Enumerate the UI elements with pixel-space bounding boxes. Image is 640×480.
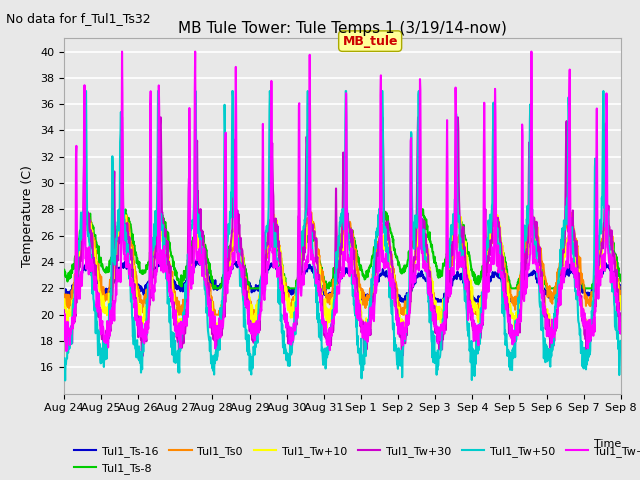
Tul1_Tw+50 bbox=[61, 378, 69, 384]
Tul1_Ts-16 bbox=[502, 288, 510, 293]
Tul1_Ts0 bbox=[502, 279, 509, 285]
Tul1_Ts0 bbox=[246, 299, 254, 304]
Tul1_Ts-8 bbox=[122, 206, 129, 212]
Tul1_Tw+100 bbox=[185, 272, 193, 277]
Text: Time: Time bbox=[593, 439, 621, 449]
Line: Tul1_Tw+30: Tul1_Tw+30 bbox=[64, 117, 621, 356]
Tul1_Tw+30 bbox=[247, 325, 255, 331]
Tul1_Tw+30 bbox=[102, 353, 110, 359]
Tul1_Tw+100 bbox=[63, 348, 70, 354]
Tul1_Tw+50 bbox=[82, 88, 90, 94]
Tul1_Tw+50 bbox=[429, 332, 437, 338]
Tul1_Ts-16 bbox=[60, 288, 68, 294]
Tul1_Tw+50 bbox=[502, 331, 510, 337]
Tul1_Tw+100 bbox=[172, 328, 179, 334]
Tul1_Tw+10 bbox=[83, 210, 90, 216]
Tul1_Ts0 bbox=[566, 203, 573, 209]
Tul1_Tw+10 bbox=[617, 300, 625, 306]
Tul1_Ts0 bbox=[170, 290, 178, 296]
Tul1_Tw+10 bbox=[173, 325, 181, 331]
Tul1_Tw+50 bbox=[552, 305, 559, 311]
Tul1_Tw+10 bbox=[502, 288, 510, 294]
Line: Tul1_Tw+100: Tul1_Tw+100 bbox=[64, 51, 621, 351]
Tul1_Tw+100 bbox=[247, 328, 255, 334]
Tul1_Ts0 bbox=[184, 276, 192, 281]
Tul1_Ts0 bbox=[551, 284, 559, 289]
Tul1_Ts0 bbox=[617, 288, 625, 294]
Tul1_Ts0 bbox=[60, 297, 68, 302]
Tul1_Ts-16 bbox=[246, 285, 254, 291]
Tul1_Ts-8 bbox=[209, 286, 217, 291]
Tul1_Tw+10 bbox=[60, 297, 68, 302]
Tul1_Ts-8 bbox=[429, 255, 437, 261]
Tul1_Tw+30 bbox=[502, 305, 510, 311]
Line: Tul1_Ts-8: Tul1_Ts-8 bbox=[64, 209, 621, 288]
Tul1_Tw+50 bbox=[60, 355, 68, 361]
Tul1_Tw+50 bbox=[617, 338, 625, 344]
Tul1_Ts-16 bbox=[617, 283, 625, 288]
Tul1_Tw+50 bbox=[247, 368, 255, 373]
Tul1_Tw+30 bbox=[118, 114, 126, 120]
Tul1_Ts-8 bbox=[60, 267, 68, 273]
Tul1_Tw+30 bbox=[617, 323, 625, 329]
Tul1_Ts-8 bbox=[552, 286, 559, 291]
Tul1_Tw+30 bbox=[185, 188, 193, 194]
Line: Tul1_Ts-16: Tul1_Ts-16 bbox=[64, 259, 621, 301]
Tul1_Ts0 bbox=[174, 312, 182, 318]
Tul1_Ts-16 bbox=[429, 290, 437, 296]
Tul1_Ts0 bbox=[429, 301, 437, 307]
Tul1_Ts-8 bbox=[502, 263, 510, 269]
Tul1_Tw+10 bbox=[247, 316, 255, 322]
Legend: Tul1_Ts-16, Tul1_Ts-8, Tul1_Ts0, Tul1_Tw+10, Tul1_Tw+30, Tul1_Tw+50, Tul1_Tw+100: Tul1_Ts-16, Tul1_Ts-8, Tul1_Ts0, Tul1_Tw… bbox=[70, 442, 640, 478]
Tul1_Ts-8 bbox=[171, 265, 179, 271]
Tul1_Tw+100 bbox=[429, 317, 437, 323]
Text: No data for f_Tul1_Ts32: No data for f_Tul1_Ts32 bbox=[6, 12, 151, 25]
Tul1_Tw+10 bbox=[171, 307, 179, 313]
Tul1_Ts-8 bbox=[247, 286, 255, 291]
Tul1_Tw+10 bbox=[185, 275, 193, 281]
Tul1_Ts-8 bbox=[184, 260, 192, 265]
Tul1_Ts-16 bbox=[170, 282, 178, 288]
Line: Tul1_Tw+10: Tul1_Tw+10 bbox=[64, 213, 621, 328]
Tul1_Ts-16 bbox=[552, 289, 559, 295]
Tul1_Ts-16 bbox=[398, 299, 406, 304]
Tul1_Tw+30 bbox=[429, 310, 437, 316]
Tul1_Tw+30 bbox=[60, 307, 68, 313]
Tul1_Tw+100 bbox=[502, 294, 510, 300]
Line: Tul1_Tw+50: Tul1_Tw+50 bbox=[64, 91, 621, 381]
Tul1_Ts-16 bbox=[184, 276, 191, 282]
Tul1_Tw+10 bbox=[429, 296, 437, 301]
Tul1_Tw+50 bbox=[185, 261, 193, 267]
Tul1_Tw+10 bbox=[552, 315, 559, 321]
Line: Tul1_Ts0: Tul1_Ts0 bbox=[64, 206, 621, 315]
Y-axis label: Temperature (C): Temperature (C) bbox=[22, 165, 35, 267]
Tul1_Ts-8 bbox=[617, 278, 625, 284]
Tul1_Tw+100 bbox=[552, 315, 559, 321]
Tul1_Tw+100 bbox=[617, 321, 625, 327]
Tul1_Tw+30 bbox=[552, 328, 559, 334]
Tul1_Tw+100 bbox=[118, 48, 126, 54]
Tul1_Tw+100 bbox=[60, 317, 68, 323]
Text: MB_tule: MB_tule bbox=[342, 35, 398, 48]
Tul1_Tw+30 bbox=[172, 312, 179, 318]
Title: MB Tule Tower: Tule Temps 1 (3/19/14-now): MB Tule Tower: Tule Temps 1 (3/19/14-now… bbox=[178, 21, 507, 36]
Tul1_Tw+50 bbox=[172, 338, 179, 344]
Tul1_Ts-16 bbox=[230, 256, 237, 262]
